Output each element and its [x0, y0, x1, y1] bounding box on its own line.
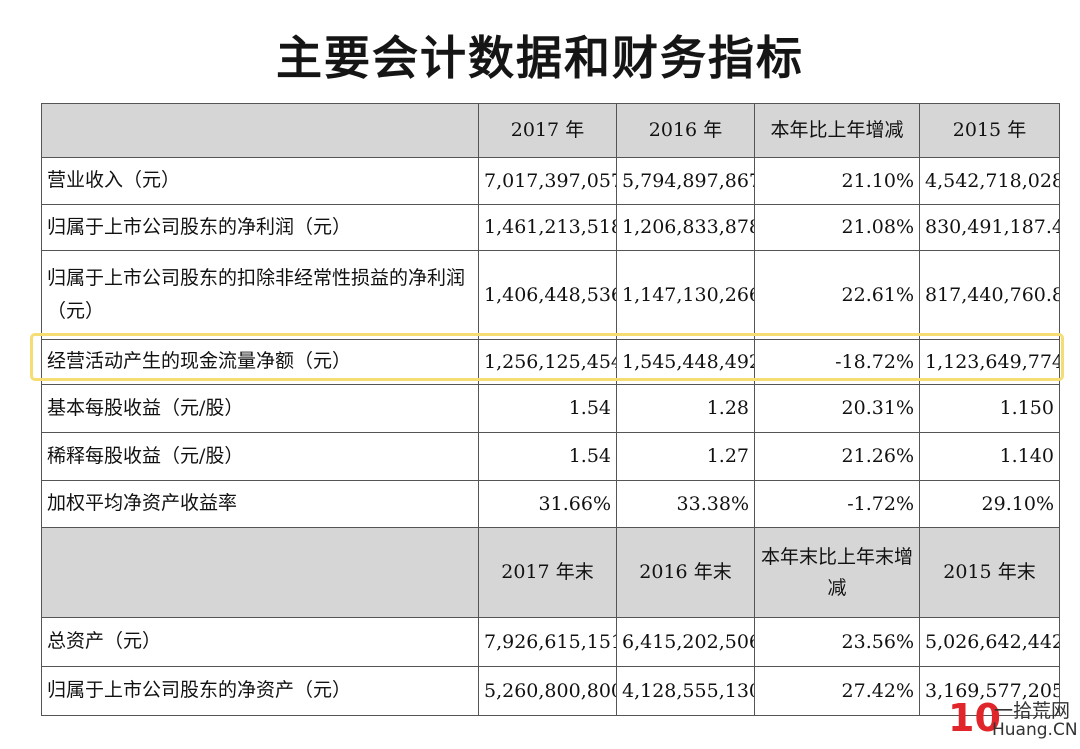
row-label: 稀释每股收益（元/股）: [41, 432, 479, 481]
value-2015: 1,123,649,774.55: [919, 339, 1060, 385]
page-title: 主要会计数据和财务指标: [276, 31, 804, 85]
table-row: 总资产（元） 7,926,615,151.63 6,415,202,506.51…: [41, 617, 1060, 667]
table-row: 归属于上市公司股东的净利润（元） 1,461,213,518.63 1,206,…: [41, 204, 1060, 251]
row-label: 归属于上市公司股东的扣除非经常性损益的净利润（元）: [41, 250, 479, 340]
watermark-en-text: Huang.CN: [992, 720, 1078, 740]
value-2015: 29.10%: [919, 480, 1060, 528]
value-2016: 6,415,202,506.51: [616, 617, 755, 667]
financial-table: 2017 年 2016 年 本年比上年增减 2015 年 营业收入（元） 7,0…: [41, 103, 1060, 716]
value-change: -18.72%: [754, 339, 920, 385]
value-2016: 1,147,130,266.62: [616, 250, 755, 340]
value-2016: 5,794,897,867.13: [616, 157, 755, 205]
row-label: 加权平均净资产收益率: [41, 480, 479, 528]
header-cell: 2015 年: [919, 103, 1060, 158]
value-2017: 1,406,448,536.49: [478, 250, 617, 340]
table-row: 归属于上市公司股东的净资产（元） 5,260,800,800.91 4,128,…: [41, 666, 1060, 716]
row-label: 归属于上市公司股东的净资产（元）: [41, 666, 479, 716]
value-2017: 5,260,800,800.91: [478, 666, 617, 716]
value-2016: 1,206,833,878.67: [616, 204, 755, 251]
row-label: 经营活动产生的现金流量净额（元）: [41, 339, 479, 385]
value-2017: 7,017,397,057.99: [478, 157, 617, 205]
value-change: 21.10%: [754, 157, 920, 205]
header-cell: 2017 年末: [478, 527, 617, 618]
value-2015: 5,026,642,442.58: [919, 617, 1060, 667]
row-label: 归属于上市公司股东的净利润（元）: [41, 204, 479, 251]
value-2015: 4,542,718,028.20: [919, 157, 1060, 205]
value-change: -1.72%: [754, 480, 920, 528]
value-2015: 817,440,760.87: [919, 250, 1060, 340]
value-2015: 830,491,187.41: [919, 204, 1060, 251]
value-change: 23.56%: [754, 617, 920, 667]
value-2017: 1.54: [478, 432, 617, 481]
table-row: 营业收入（元） 7,017,397,057.99 5,794,897,867.1…: [41, 157, 1060, 205]
header-cell: 2016 年: [616, 103, 755, 158]
value-change: 20.31%: [754, 384, 920, 433]
value-2015: 1.150: [919, 384, 1060, 433]
row-label: 营业收入（元）: [41, 157, 479, 205]
table-row: 稀释每股收益（元/股） 1.54 1.27 21.26% 1.140: [41, 432, 1060, 481]
table-row: 归属于上市公司股东的扣除非经常性损益的净利润（元） 1,406,448,536.…: [41, 250, 1060, 340]
value-2015: 1.140: [919, 432, 1060, 481]
value-2016: 1.28: [616, 384, 755, 433]
value-2016: 33.38%: [616, 480, 755, 528]
header-cell: 本年末比上年末增减: [754, 527, 920, 618]
watermark: 10 一拾荒网 Huang.CN: [948, 694, 1080, 746]
table-header-row-2: 2017 年末 2016 年末 本年末比上年末增减 2015 年末: [41, 527, 1060, 618]
table-row-highlighted: 经营活动产生的现金流量净额（元） 1,256,125,454.23 1,545,…: [41, 339, 1060, 385]
value-2017: 31.66%: [478, 480, 617, 528]
row-label: 总资产（元）: [41, 617, 479, 667]
header-cell: 2016 年末: [616, 527, 755, 618]
header-cell: [41, 103, 479, 158]
header-cell: [41, 527, 479, 618]
header-cell: 本年比上年增减: [754, 103, 920, 158]
watermark-logo: 10: [948, 696, 1001, 740]
value-change: 21.26%: [754, 432, 920, 481]
value-change: 21.08%: [754, 204, 920, 251]
value-2015: 3,169,577,205.70: [919, 666, 1060, 716]
value-2016: 4,128,555,130.62: [616, 666, 755, 716]
row-label: 基本每股收益（元/股）: [41, 384, 479, 433]
table-row: 基本每股收益（元/股） 1.54 1.28 20.31% 1.150: [41, 384, 1060, 433]
value-change: 22.61%: [754, 250, 920, 340]
value-change: 27.42%: [754, 666, 920, 716]
watermark-cn-text: 一拾荒网: [994, 700, 1071, 722]
table-header-row: 2017 年 2016 年 本年比上年增减 2015 年: [41, 103, 1060, 158]
table-row: 加权平均净资产收益率 31.66% 33.38% -1.72% 29.10%: [41, 480, 1060, 528]
value-2017: 1.54: [478, 384, 617, 433]
header-cell: 2017 年: [478, 103, 617, 158]
value-2017: 7,926,615,151.63: [478, 617, 617, 667]
header-cell: 2015 年末: [919, 527, 1060, 618]
value-2016: 1,545,448,492.32: [616, 339, 755, 385]
value-2017: 1,461,213,518.63: [478, 204, 617, 251]
value-2017: 1,256,125,454.23: [478, 339, 617, 385]
value-2016: 1.27: [616, 432, 755, 481]
